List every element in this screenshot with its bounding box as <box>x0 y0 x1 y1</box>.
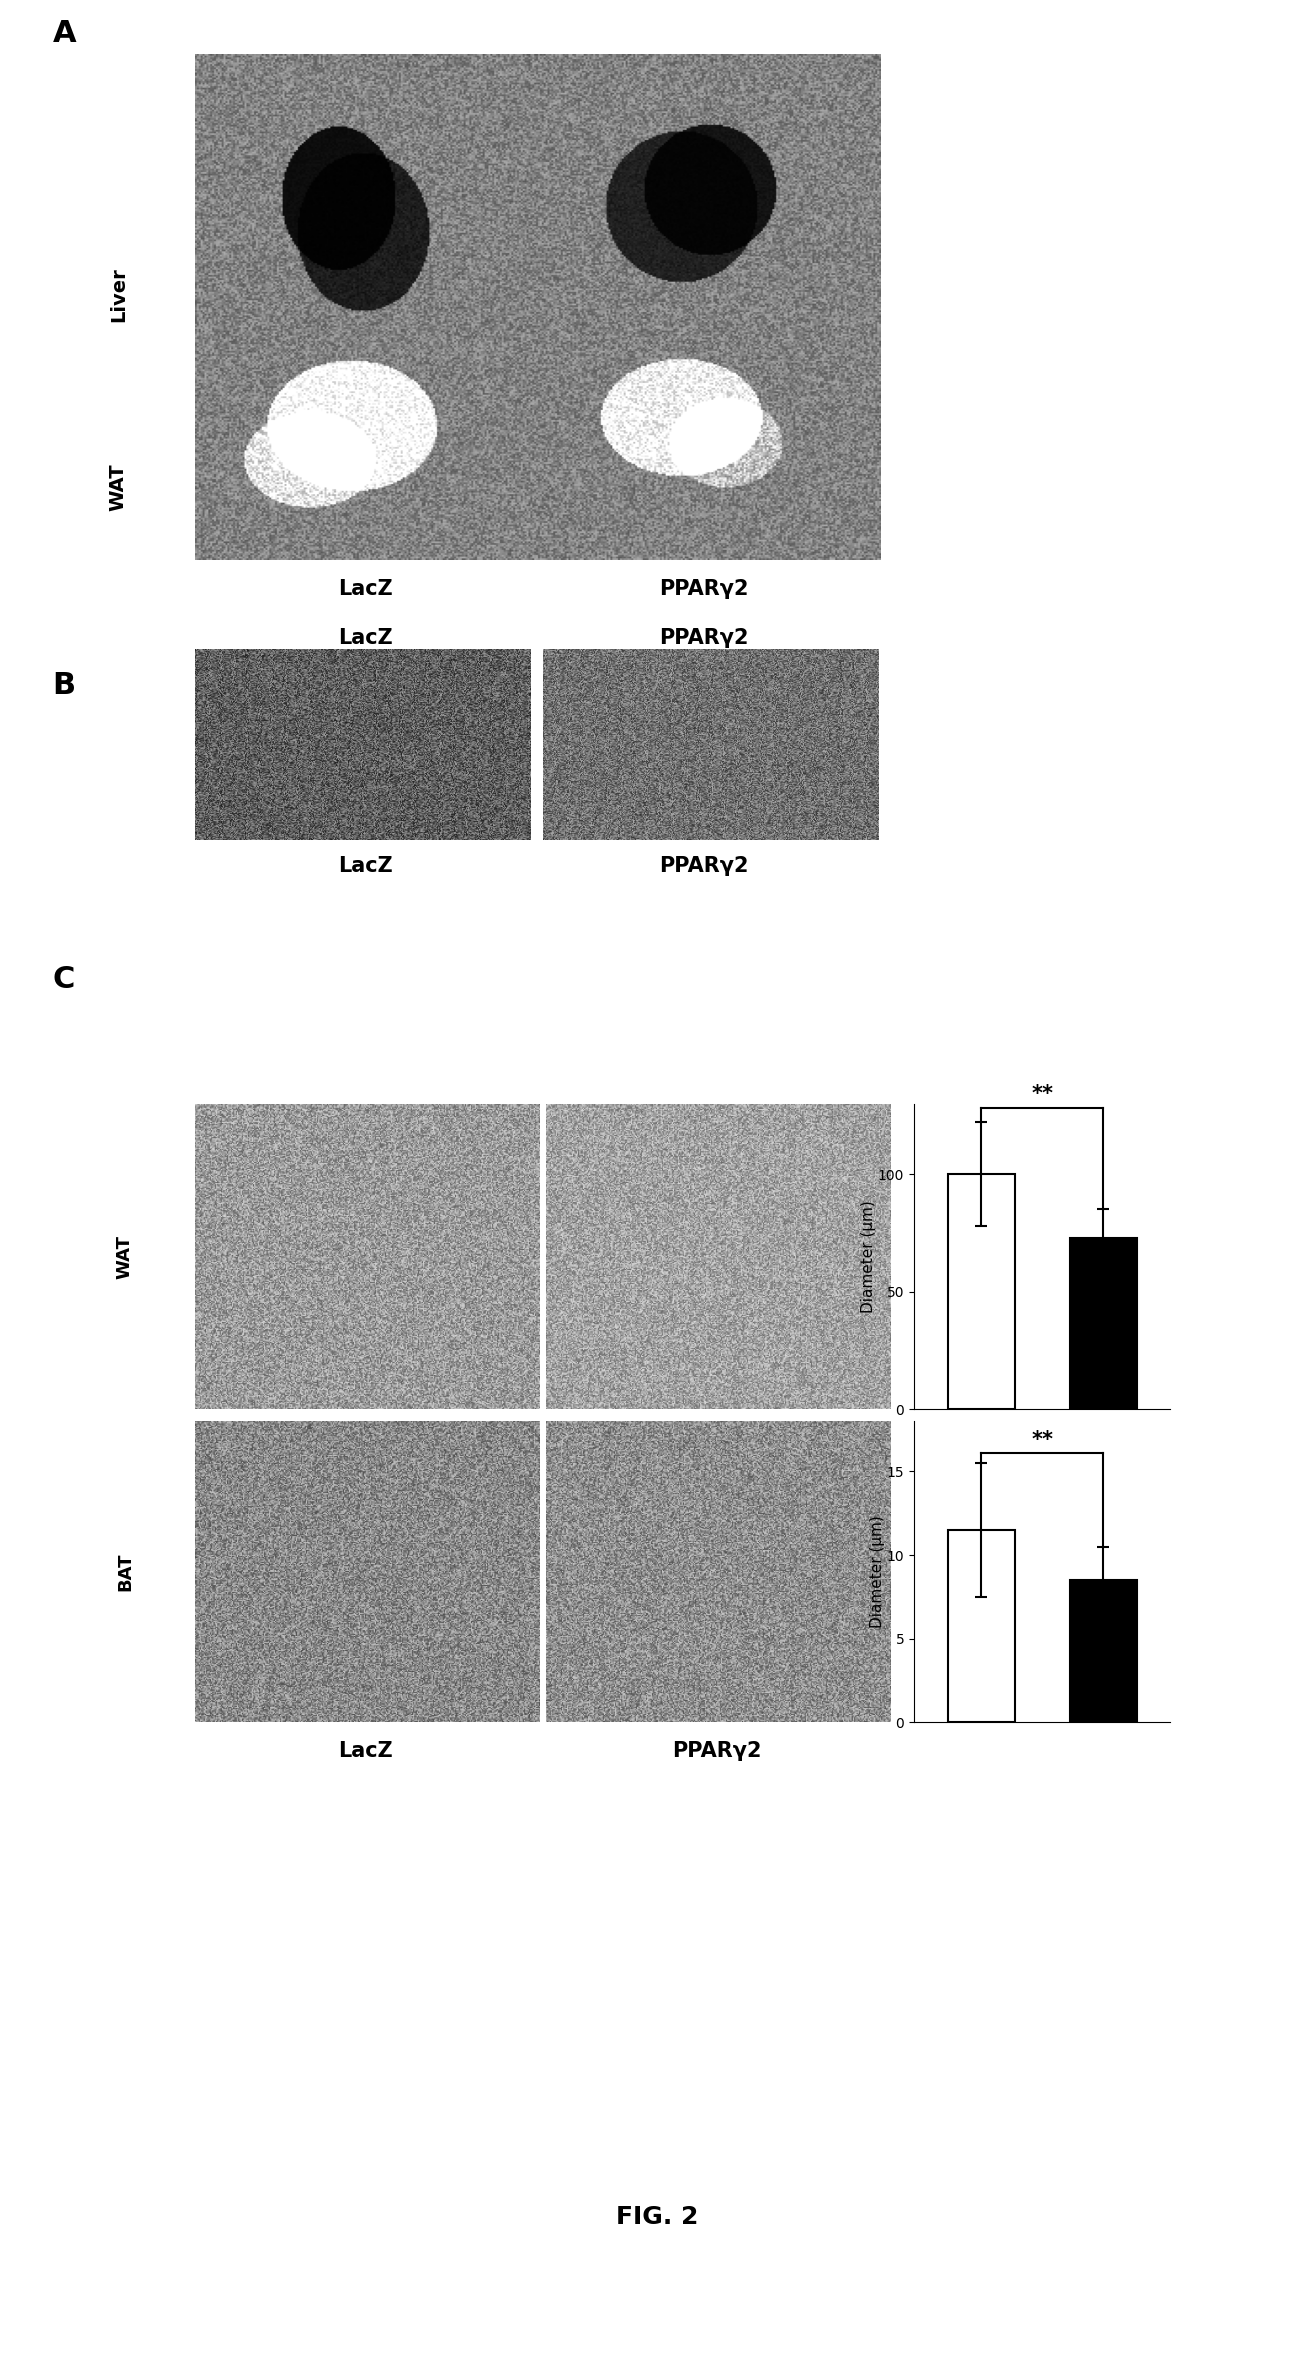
Text: LacZ: LacZ <box>338 579 393 598</box>
Y-axis label: Diameter (μm): Diameter (μm) <box>861 1200 876 1313</box>
Text: A: A <box>53 19 76 47</box>
Text: WAT: WAT <box>109 464 128 511</box>
Text: C: C <box>53 965 75 993</box>
Y-axis label: Diameter (μm): Diameter (μm) <box>871 1515 885 1628</box>
Bar <box>1069 1238 1136 1409</box>
Text: PPARγ2: PPARγ2 <box>672 1741 761 1760</box>
Text: PPARγ2: PPARγ2 <box>659 579 748 598</box>
Text: LacZ: LacZ <box>338 628 393 647</box>
Text: **: ** <box>1031 1431 1053 1449</box>
Bar <box>1069 1581 1136 1722</box>
Text: BAT: BAT <box>116 1553 134 1591</box>
Bar <box>948 1529 1015 1722</box>
Text: B: B <box>53 671 76 699</box>
Bar <box>948 1174 1015 1409</box>
Text: LacZ: LacZ <box>338 856 393 875</box>
Text: Liver: Liver <box>109 266 128 322</box>
Text: FIG. 2: FIG. 2 <box>617 2205 698 2228</box>
Text: WAT: WAT <box>116 1235 134 1278</box>
Text: LacZ: LacZ <box>338 1741 393 1760</box>
Text: **: ** <box>1031 1085 1053 1104</box>
Text: PPARγ2: PPARγ2 <box>659 856 748 875</box>
Text: PPARγ2: PPARγ2 <box>659 628 748 647</box>
